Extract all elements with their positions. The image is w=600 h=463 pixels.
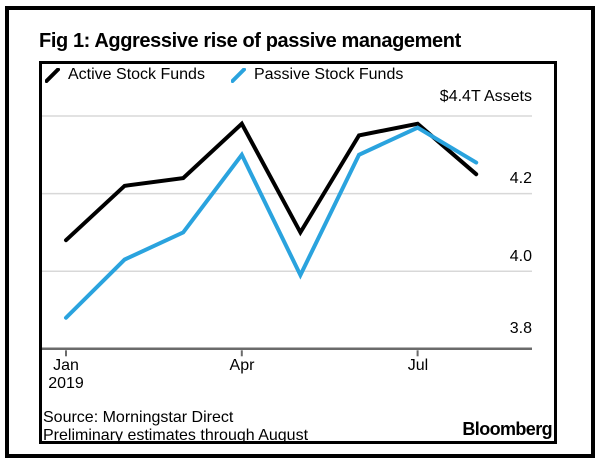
figure-frame: Fig 1: Aggressive rise of passive manage… — [5, 6, 595, 458]
series-line-active-stock-funds — [64, 120, 479, 243]
series-line-passive-stock-funds — [64, 125, 479, 320]
passive-line-swatch-icon — [230, 67, 246, 83]
y-tick-label: 3.8 — [509, 320, 532, 337]
x-tick-label: Apr — [229, 357, 255, 374]
y-tick-label: 4.0 — [509, 248, 532, 265]
y-tick-label: 4.2 — [509, 170, 532, 187]
x-axis-year-label: 2019 — [48, 375, 84, 392]
legend-label-active: Active Stock Funds — [68, 66, 205, 83]
legend-item-active: Active Stock Funds — [45, 66, 205, 84]
x-tick-label: Jul — [407, 357, 429, 374]
legend-label-passive: Passive Stock Funds — [253, 66, 404, 83]
bloomberg-logo: Bloomberg — [462, 419, 552, 439]
source-note-line1: Source: Morningstar Direct — [43, 409, 234, 426]
y-axis-annotation: $4.4T Assets — [439, 88, 532, 105]
x-tick-label: Jan — [53, 357, 79, 374]
chart-legend: Active Stock Funds Passive Stock Funds — [45, 66, 403, 84]
figure-title: Fig 1: Aggressive rise of passive manage… — [39, 30, 461, 52]
active-line-swatch-icon — [45, 67, 60, 83]
source-note-line2: Preliminary estimates through August — [43, 427, 309, 444]
legend-item-passive: Passive Stock Funds — [230, 66, 404, 84]
chart-plot — [42, 115, 532, 357]
chart-panel: Active Stock Funds Passive Stock Funds $… — [39, 61, 557, 444]
